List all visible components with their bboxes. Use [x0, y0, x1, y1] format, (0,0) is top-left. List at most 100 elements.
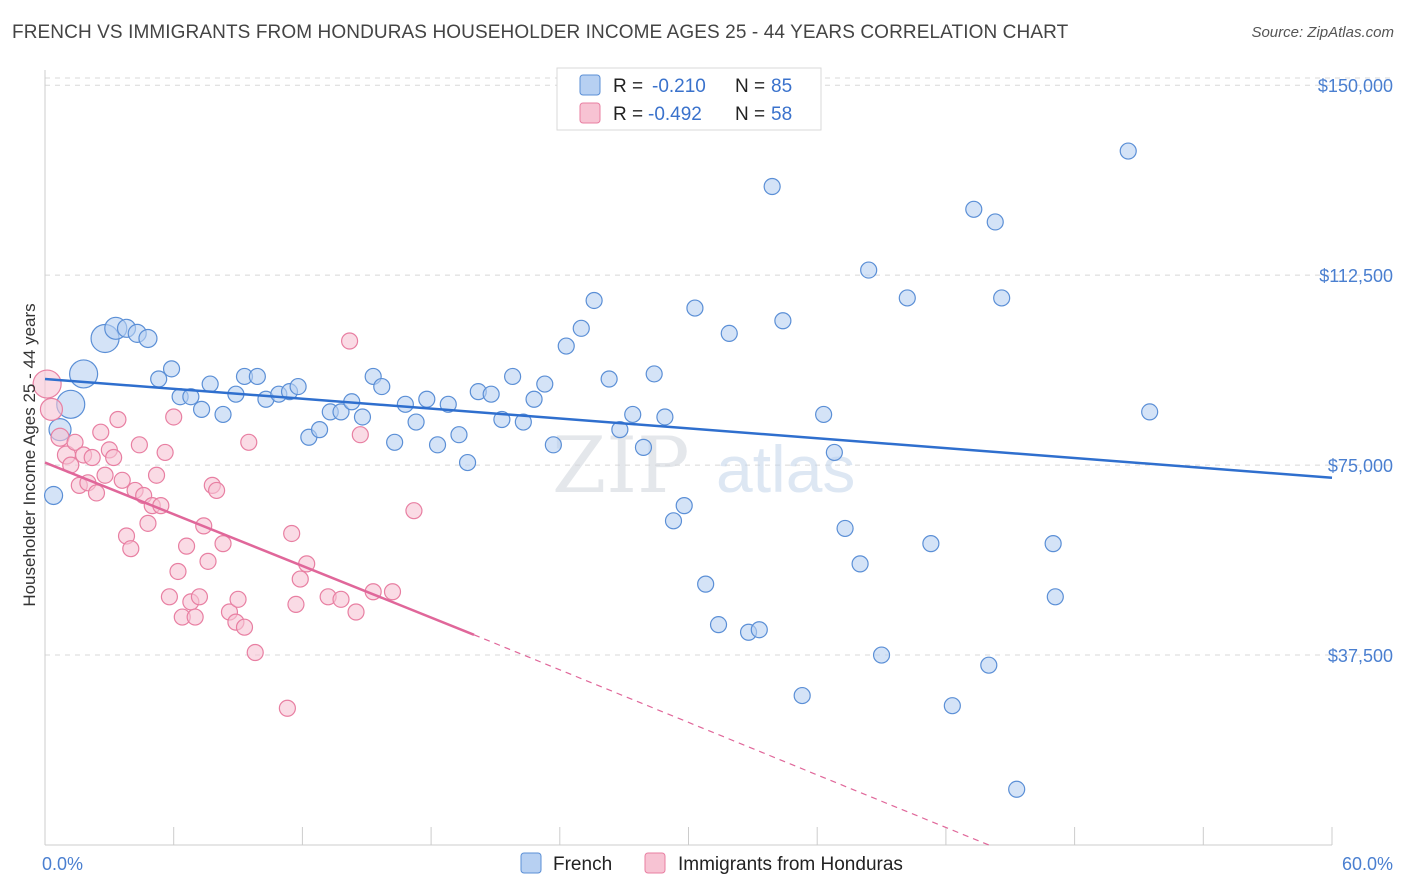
french-point	[611, 421, 629, 439]
honduras-points	[32, 332, 423, 717]
french-point	[138, 328, 158, 349]
trend-lines	[44, 377, 1333, 846]
french-point	[815, 405, 833, 424]
honduras-point	[66, 433, 84, 451]
honduras-point	[160, 588, 179, 606]
honduras-point	[109, 410, 127, 429]
honduras-point	[190, 588, 209, 606]
honduras-point	[340, 332, 359, 350]
french-point	[686, 299, 704, 317]
legend-french-r-label: R =	[613, 76, 643, 97]
french-point	[450, 426, 468, 444]
honduras-point	[169, 562, 187, 581]
x-tick-label-max: 60.0%	[1342, 854, 1393, 874]
honduras-point	[351, 426, 369, 444]
watermark: ZIP atlas	[552, 421, 855, 511]
y-tick-label: $37,500	[1328, 646, 1393, 666]
legend-swatch-honduras	[579, 102, 601, 124]
french-points	[43, 142, 1159, 798]
honduras-point	[383, 583, 402, 601]
french-point	[162, 360, 181, 378]
french-point	[872, 646, 891, 664]
french-point	[418, 390, 436, 408]
french-point	[645, 365, 663, 383]
french-point	[585, 291, 603, 310]
french-point	[860, 261, 878, 279]
y-tick-label: $112,500	[1319, 266, 1393, 286]
french-point	[634, 438, 653, 456]
watermark-atlas: atlas	[716, 432, 855, 506]
french-point	[943, 697, 961, 715]
french-point	[214, 405, 232, 424]
honduras-point	[83, 448, 101, 467]
honduras-point	[287, 595, 305, 613]
french-point	[572, 319, 590, 337]
french-point	[557, 337, 575, 355]
honduras-point	[122, 540, 140, 558]
legend-honduras-r-label: R =	[613, 104, 643, 125]
french-point	[428, 436, 447, 454]
french-point	[825, 443, 843, 462]
french-point	[965, 200, 983, 218]
french-point	[774, 312, 792, 330]
french-point	[396, 395, 414, 413]
legend-french-n-value: 85	[771, 76, 792, 97]
french-point	[763, 177, 781, 196]
honduras-trend-extension	[473, 634, 990, 846]
honduras-point	[87, 484, 106, 502]
french-point	[201, 375, 219, 393]
french-point	[504, 367, 522, 386]
honduras-point	[199, 552, 217, 570]
legend-swatch-french	[579, 74, 601, 96]
french-point	[373, 377, 391, 396]
bottom-legend-swatch-french	[520, 852, 542, 874]
legend-french-r-value: -0.210	[652, 76, 706, 97]
french-point	[458, 453, 477, 472]
honduras-point	[147, 466, 166, 484]
honduras-point	[214, 535, 232, 553]
french-point	[750, 621, 768, 639]
honduras-point	[186, 608, 204, 626]
french-point	[192, 400, 211, 418]
honduras-point	[113, 471, 131, 489]
french-point	[600, 370, 618, 388]
french-point	[386, 433, 404, 451]
french-point	[986, 213, 1004, 231]
honduras-trend-line	[44, 461, 475, 636]
honduras-point	[246, 643, 264, 662]
french-point	[922, 535, 940, 553]
french-point	[43, 485, 64, 506]
honduras-point	[105, 448, 123, 467]
french-point	[482, 385, 500, 403]
chart-source: Source: ZipAtlas.com	[1251, 24, 1394, 41]
honduras-point	[96, 466, 114, 484]
honduras-point	[278, 699, 296, 717]
legend-box	[556, 67, 822, 131]
honduras-point	[283, 524, 301, 543]
french-point	[310, 421, 329, 439]
french-point	[289, 377, 307, 396]
honduras-point	[208, 481, 226, 500]
french-point	[656, 408, 674, 426]
bottom-legend-swatch-honduras	[644, 852, 666, 874]
honduras-point	[291, 570, 309, 588]
french-point	[993, 289, 1011, 307]
french-point	[624, 405, 642, 424]
french-point	[851, 555, 869, 573]
legend-honduras-n-value: 58	[771, 104, 792, 125]
french-point	[898, 289, 916, 307]
french-point	[514, 413, 532, 431]
y-tick-labels: $37,500 $75,000 $112,500 $150,000	[1318, 76, 1393, 666]
gridlines	[45, 77, 1395, 656]
honduras-point	[229, 590, 247, 608]
honduras-point	[50, 427, 70, 447]
french-point	[1119, 142, 1137, 160]
bottom-legend-french: French	[553, 854, 612, 875]
honduras-point	[92, 423, 110, 441]
y-tick-label: $75,000	[1328, 456, 1393, 476]
french-point	[1141, 403, 1159, 421]
french-point	[182, 388, 200, 406]
chart-title: FRENCH VS IMMIGRANTS FROM HONDURAS HOUSE…	[12, 22, 1069, 43]
french-point	[525, 390, 543, 408]
